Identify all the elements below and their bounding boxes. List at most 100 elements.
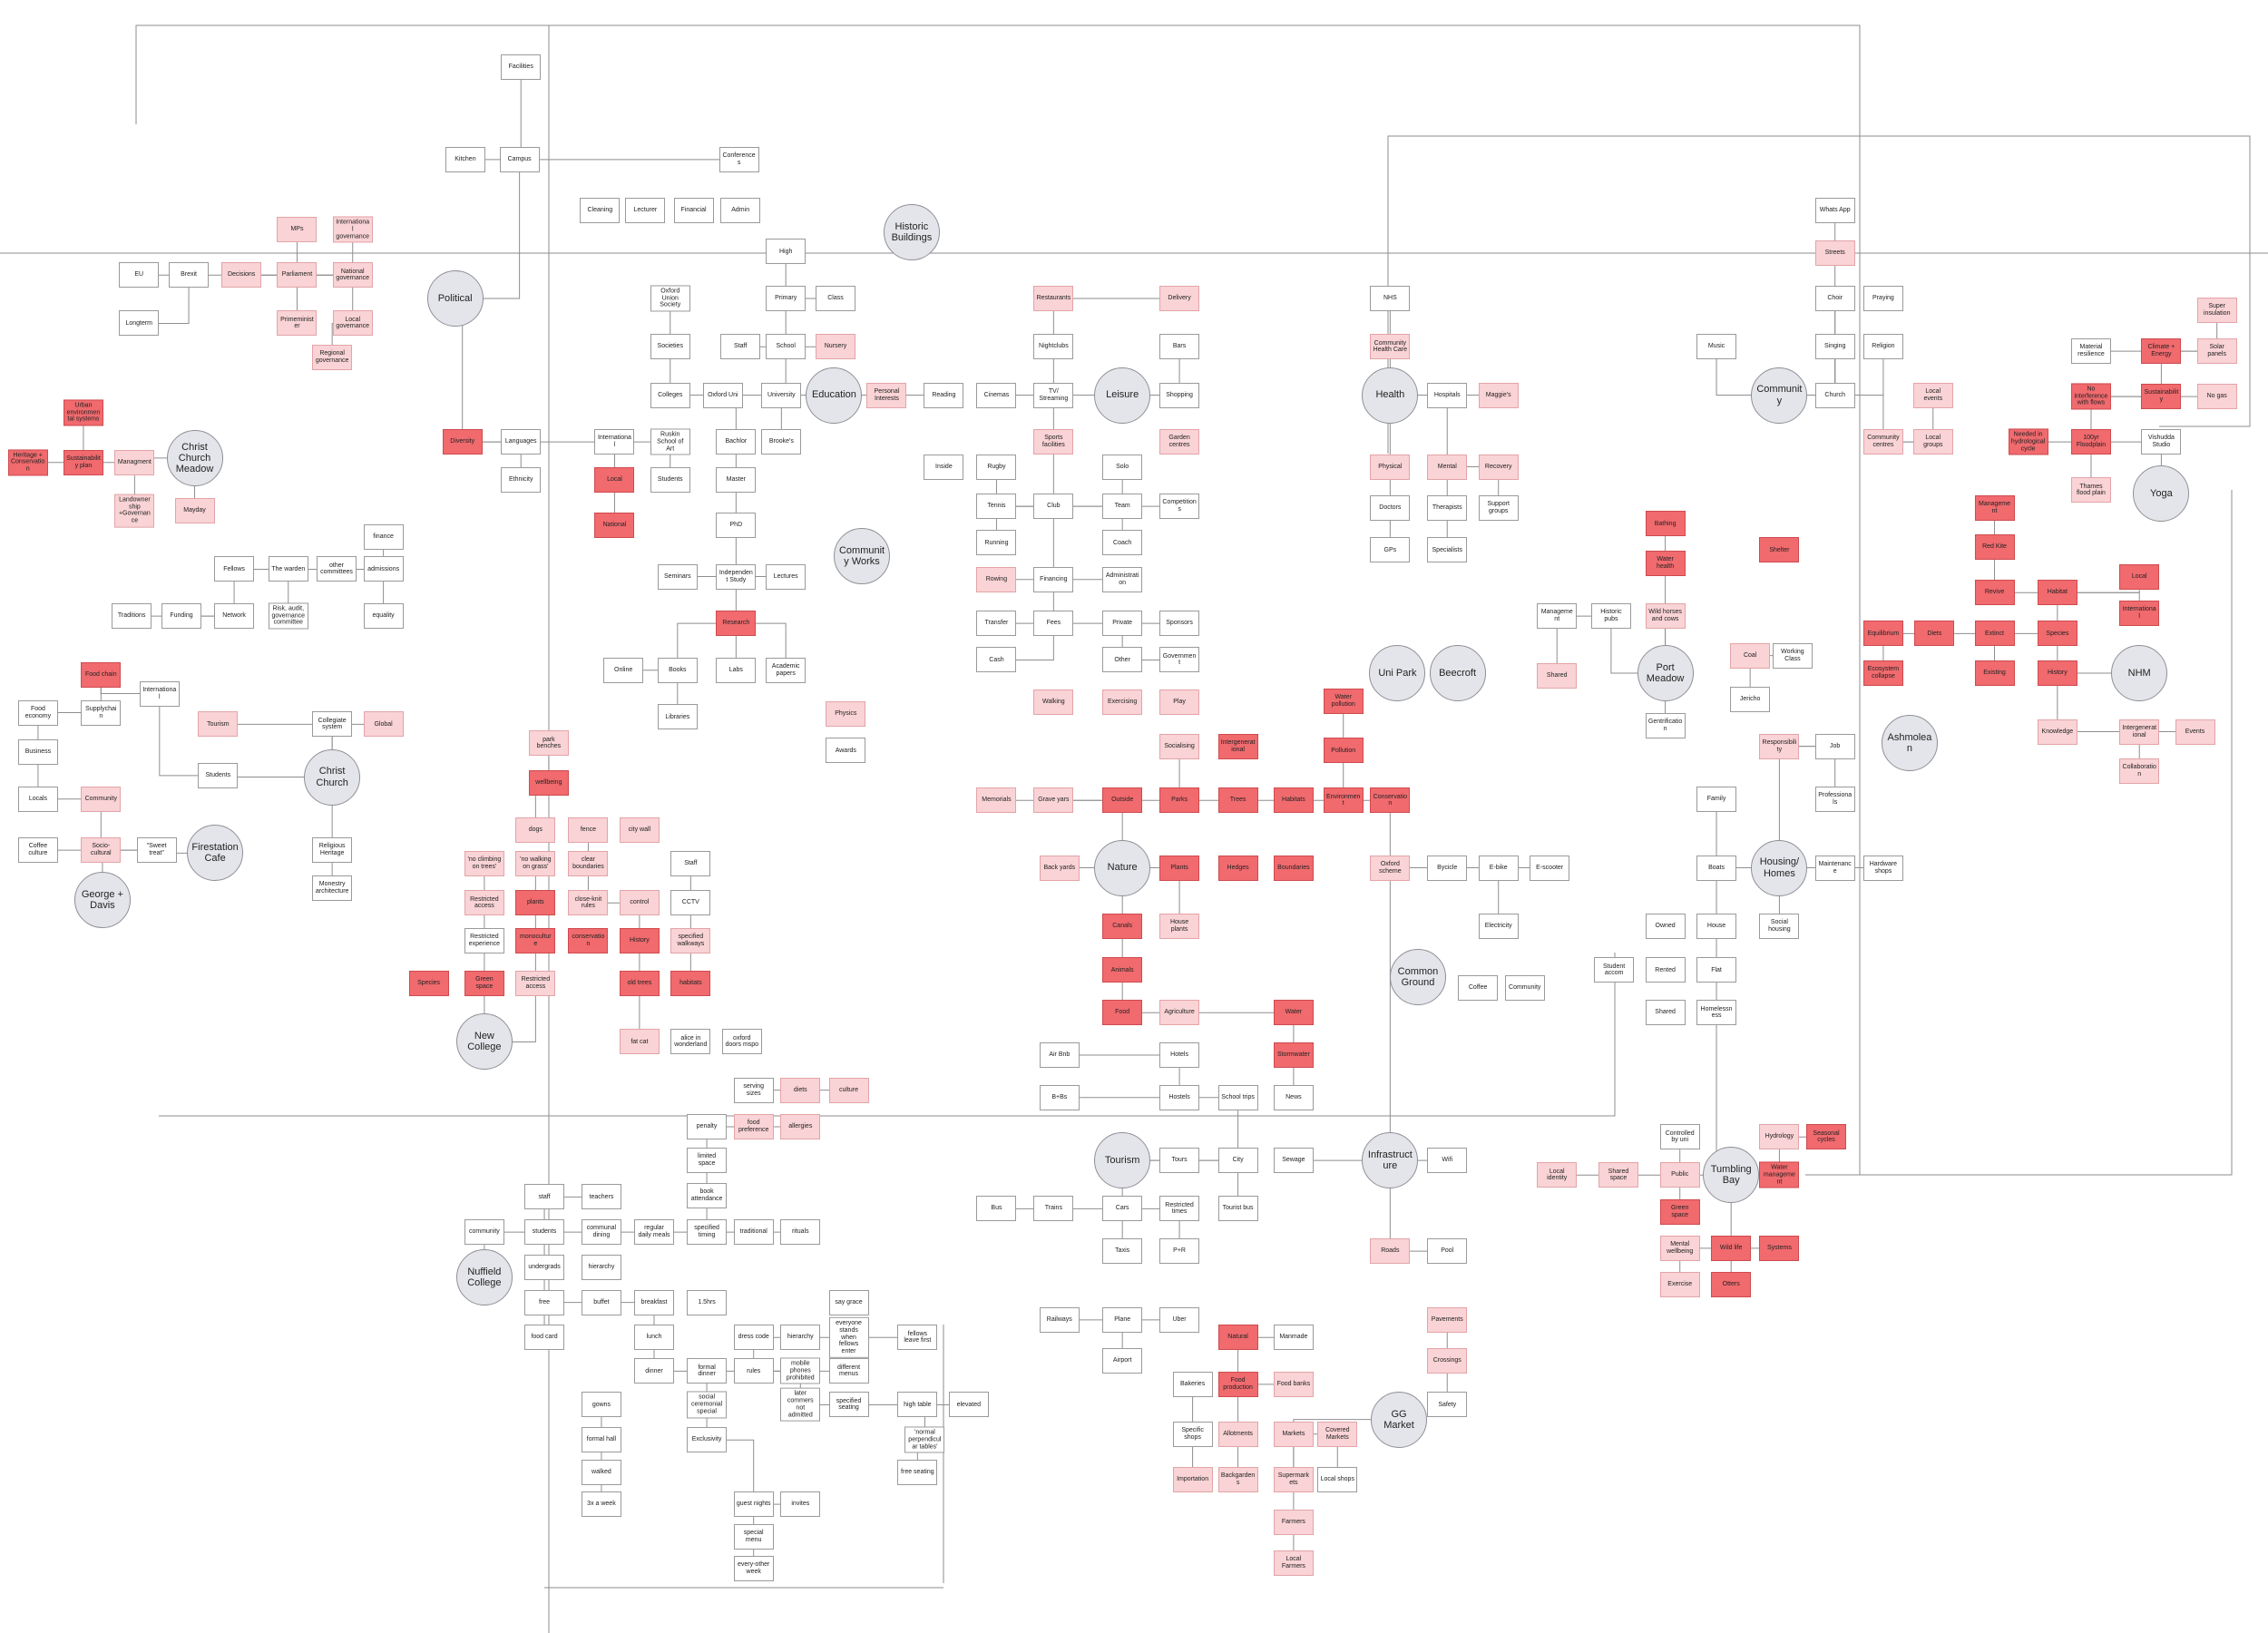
topic-box: serving sizes <box>733 1077 774 1103</box>
topic-box: Landownership +Governance <box>114 494 155 528</box>
topic-box: Allotments <box>1217 1421 1258 1447</box>
topic-box: Therapists <box>1427 494 1468 521</box>
topic-box: dress code <box>733 1325 774 1351</box>
topic-box: House <box>1696 914 1737 940</box>
topic-box: Other <box>1102 647 1143 673</box>
topic-circle: Historic Buildings <box>883 204 940 261</box>
topic-box: Physics <box>826 701 866 728</box>
topic-circle: Beecroft <box>1429 644 1486 701</box>
topic-box: Religious Heritage <box>312 837 353 864</box>
topic-box: every-other week <box>733 1556 774 1582</box>
topic-box: Facilities <box>501 54 542 81</box>
topic-box: Memorials <box>976 787 1017 814</box>
connector <box>159 953 1616 1117</box>
topic-box: "Sweet treat" <box>136 837 177 864</box>
topic-box: Thames flood plain <box>2070 477 2111 504</box>
connector <box>135 24 1861 1175</box>
topic-box: Revive <box>1974 580 2015 606</box>
topic-box: Primeminister <box>277 310 318 337</box>
topic-box: Hardware shops <box>1862 855 1903 881</box>
topic-box: rituals <box>780 1219 821 1246</box>
topic-box: High <box>766 239 807 265</box>
topic-box: Praying <box>1862 286 1903 312</box>
topic-box: Parks <box>1159 787 1200 814</box>
topic-circle: Common Ground <box>1389 949 1446 1006</box>
topic-box: Tourist bus <box>1217 1196 1258 1222</box>
topic-box: Material resilience <box>2070 338 2111 365</box>
topic-box: Church <box>1814 382 1855 408</box>
topic-box: Research <box>716 611 757 637</box>
topic-box: Ruskin School of Art <box>650 428 690 455</box>
topic-box: Coach <box>1102 530 1143 556</box>
topic-box: Electricity <box>1478 914 1519 940</box>
topic-box: History <box>619 928 660 954</box>
topic-box: School trips <box>1217 1084 1258 1110</box>
topic-box: Habitat <box>2037 580 2077 606</box>
topic-box: Transfer <box>976 611 1017 637</box>
topic-box: different menus <box>828 1358 869 1384</box>
topic-box: 1.5hrs <box>687 1289 728 1315</box>
topic-box: limited space <box>687 1148 728 1174</box>
topic-box: Socialising <box>1159 733 1200 759</box>
topic-box: Monestry architecture <box>312 875 353 902</box>
topic-box: Team <box>1102 494 1143 520</box>
topic-box: Otters <box>1711 1272 1752 1298</box>
topic-circle: Firestation Cafe <box>187 825 244 882</box>
topic-box: Competitions <box>1159 494 1200 520</box>
topic-box: Mayday <box>174 497 215 523</box>
topic-box: Sustainability <box>2141 384 2182 410</box>
topic-box: Boats <box>1696 855 1737 881</box>
topic-box: Trains <box>1033 1196 1074 1222</box>
topic-box: Bus <box>976 1196 1017 1222</box>
topic-box: Equilibrium <box>1862 621 1903 647</box>
topic-box: Intergenerational <box>1217 733 1258 759</box>
topic-box: GPs <box>1370 537 1411 563</box>
topic-box: Exercising <box>1102 689 1143 716</box>
topic-box: Independent Study <box>716 563 757 590</box>
topic-box: Staff <box>670 850 711 876</box>
topic-box: Brooke's <box>761 429 802 455</box>
topic-box: Species <box>2037 621 2077 647</box>
topic-circle: Infrastructure <box>1362 1132 1419 1189</box>
topic-box: Red Kite <box>1974 534 2015 561</box>
topic-box: dogs <box>515 816 556 843</box>
topic-box: School <box>766 334 807 360</box>
topic-box: Bakeries <box>1172 1371 1213 1397</box>
topic-box: other committees <box>316 556 357 582</box>
topic-box: Nursery <box>816 334 856 360</box>
topic-box: Tennis <box>976 494 1017 520</box>
topic-box: Global <box>363 711 404 738</box>
topic-box: Admin <box>720 198 761 224</box>
topic-box: No interference with flows <box>2070 383 2111 410</box>
topic-box: Ethnicity <box>501 467 542 494</box>
topic-box: Plants <box>1159 855 1200 881</box>
topic-box: Water pollution <box>1323 688 1364 714</box>
topic-box: Hydrology <box>1759 1124 1800 1150</box>
topic-box: Vishudda Studio <box>2141 429 2182 455</box>
topic-box: social ceremonial special <box>687 1391 728 1418</box>
topic-box: Trees <box>1217 787 1258 814</box>
topic-box: Community centres <box>1862 429 1903 455</box>
topic-box: everyone stands when fellows enter <box>828 1317 869 1358</box>
topic-box: Restaurants <box>1033 286 1074 312</box>
topic-box: Hostels <box>1159 1084 1200 1110</box>
topic-box: park benches <box>528 730 569 757</box>
topic-box: teachers <box>581 1184 621 1210</box>
topic-box: culture <box>828 1077 869 1103</box>
topic-box: Intergenerational <box>2119 719 2160 745</box>
topic-box: rules <box>733 1358 774 1384</box>
connector <box>1805 490 2233 1176</box>
topic-box: monoculture <box>515 928 556 954</box>
topic-box: Academic papers <box>766 657 807 683</box>
topic-circle: Tourism <box>1094 1132 1151 1189</box>
topic-box: Kitchen <box>445 146 485 172</box>
topic-box: specified walkways <box>670 928 711 954</box>
topic-box: Online <box>603 657 644 683</box>
topic-box: 'no climbing on trees' <box>464 850 504 876</box>
topic-box: Coffee culture <box>17 837 58 864</box>
topic-box: Gentrification <box>1645 713 1686 739</box>
topic-box: Local groups <box>1912 429 1953 455</box>
topic-box: fellows leave first <box>897 1325 938 1351</box>
topic-box: Outside <box>1102 787 1143 814</box>
topic-box: conservation <box>568 928 609 954</box>
